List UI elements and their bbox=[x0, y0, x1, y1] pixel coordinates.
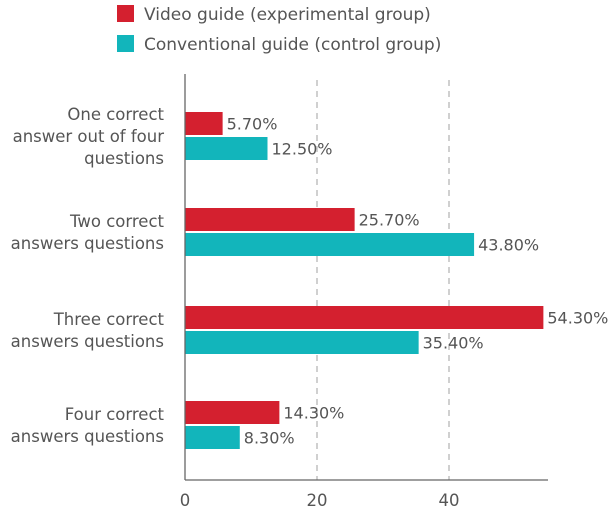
bar-conventional-guide-4 bbox=[185, 426, 240, 449]
category-label-3-line-1: Three correct bbox=[53, 310, 165, 329]
data-label-video-guide-2: 25.70% bbox=[359, 211, 420, 230]
x-tick-label-20: 20 bbox=[307, 491, 328, 508]
data-label-video-guide-3: 54.30% bbox=[547, 309, 608, 328]
category-label-1-line-2: answer out of four bbox=[13, 127, 165, 146]
data-label-conventional-guide-1: 12.50% bbox=[272, 140, 333, 159]
category-label-1-line-1: One correct bbox=[67, 105, 164, 124]
data-label-conventional-guide-2: 43.80% bbox=[478, 236, 539, 255]
x-tick-label-40: 40 bbox=[439, 491, 460, 508]
legend-swatch-video-guide bbox=[117, 5, 134, 22]
category-label-4-line-1: Four correct bbox=[65, 405, 165, 424]
bar-video-guide-3 bbox=[185, 306, 544, 329]
legend-label-video-guide: Video guide (experimental group) bbox=[144, 5, 431, 25]
legend-swatch-conventional-guide bbox=[117, 35, 134, 52]
bar-conventional-guide-3 bbox=[185, 331, 419, 354]
category-label-2-line-1: Two correct bbox=[69, 212, 164, 231]
data-label-conventional-guide-3: 35.40% bbox=[423, 334, 484, 353]
category-label-1-line-3: questions bbox=[84, 149, 164, 168]
category-label-4-line-2: answers questions bbox=[11, 427, 164, 446]
bar-conventional-guide-2 bbox=[185, 233, 475, 256]
category-label-3-line-2: answers questions bbox=[11, 332, 164, 351]
bar-video-guide-1 bbox=[185, 112, 223, 135]
legend-label-conventional-guide: Conventional guide (control group) bbox=[144, 35, 441, 55]
bar-conventional-guide-1 bbox=[185, 137, 268, 160]
bar-video-guide-2 bbox=[185, 208, 355, 231]
data-label-conventional-guide-4: 8.30% bbox=[244, 429, 295, 448]
data-label-video-guide-1: 5.70% bbox=[227, 115, 278, 134]
category-label-2-line-2: answers questions bbox=[11, 234, 164, 253]
bar-video-guide-4 bbox=[185, 401, 280, 424]
data-label-video-guide-4: 14.30% bbox=[283, 404, 344, 423]
x-tick-label-0: 0 bbox=[180, 491, 191, 508]
